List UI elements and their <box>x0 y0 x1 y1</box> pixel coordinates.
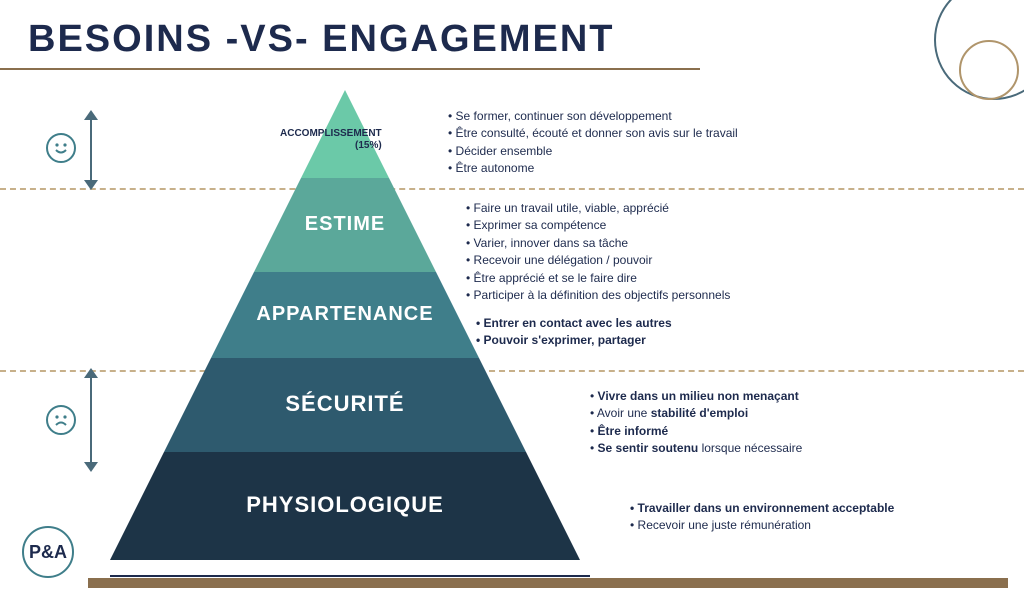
level-description-2: Entrer en contact avec les autresPouvoir… <box>476 315 672 350</box>
description-item: Participer à la définition des objectifs… <box>466 287 730 304</box>
description-item: Se sentir soutenu lorsque nécessaire <box>590 440 802 457</box>
description-item: Décider ensemble <box>448 143 738 160</box>
description-item: Être apprécié et se le faire dire <box>466 270 730 287</box>
description-item: Se former, continuer son développement <box>448 108 738 125</box>
brand-logo: P&A <box>22 526 74 578</box>
decorative-circle-small <box>959 40 1019 100</box>
description-item: Travailler dans un environnement accepta… <box>630 500 894 517</box>
vertical-arrow <box>90 112 92 188</box>
title-underline <box>0 68 700 70</box>
arrow-head-up-icon <box>84 368 98 378</box>
frown-face-icon <box>46 405 76 435</box>
description-item: Être informé <box>590 423 802 440</box>
description-item: Recevoir une juste rémunération <box>630 517 894 534</box>
arrow-head-up-icon <box>84 110 98 120</box>
description-item: Recevoir une délégation / pouvoir <box>466 252 730 269</box>
level-description-0: Se former, continuer son développementÊt… <box>448 108 738 178</box>
level-description-3: Vivre dans un milieu non menaçantAvoir u… <box>590 388 802 458</box>
arrow-head-down-icon <box>84 462 98 472</box>
pyramid-level-label: ESTIME <box>305 213 385 236</box>
arrow-head-down-icon <box>84 180 98 190</box>
description-item: Faire un travail utile, viable, apprécié <box>466 200 730 217</box>
description-item: Avoir une stabilité d'emploi <box>590 405 802 422</box>
brand-logo-text: P&A <box>29 542 67 563</box>
description-item: Varier, innover dans sa tâche <box>466 235 730 252</box>
description-item: Être autonome <box>448 160 738 177</box>
description-item: Être consulté, écouté et donner son avis… <box>448 125 738 142</box>
pyramid-level-label-external: ACCOMPLISSEMENT(15%) <box>280 128 382 152</box>
level-description-1: Faire un travail utile, viable, apprécié… <box>466 200 730 304</box>
description-item: Vivre dans un milieu non menaçant <box>590 388 802 405</box>
pyramid-baseline <box>110 575 590 577</box>
smile-face-icon <box>46 133 76 163</box>
description-item: Entrer en contact avec les autres <box>476 315 672 332</box>
pyramid-level-label: SÉCURITÉ <box>285 391 404 417</box>
description-item: Exprimer sa compétence <box>466 217 730 234</box>
page-title: BESOINS -VS- ENGAGEMENT <box>28 18 615 61</box>
level-description-4: Travailler dans un environnement accepta… <box>630 500 894 535</box>
pyramid-level-label: APPARTENANCE <box>256 303 433 326</box>
vertical-arrow <box>90 370 92 470</box>
pyramid-level-label: PHYSIOLOGIQUE <box>246 492 444 518</box>
description-item: Pouvoir s'exprimer, partager <box>476 332 672 349</box>
bottom-bar <box>88 578 1008 588</box>
